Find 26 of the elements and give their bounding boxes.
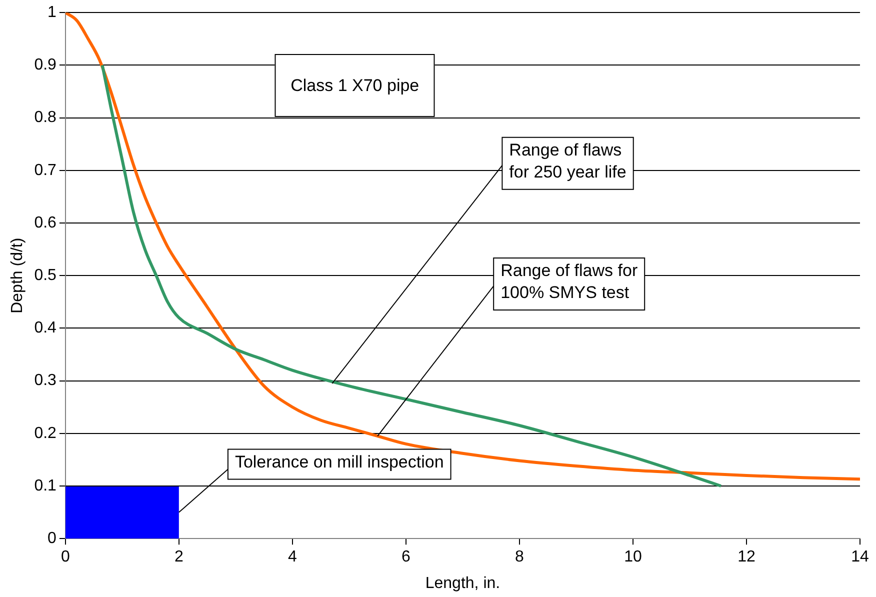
y-tick-label: 0	[48, 530, 57, 548]
x-tick-label: 10	[624, 548, 642, 566]
y-tick-label: 0.4	[34, 320, 57, 337]
annotation: Range of flaws for 250 year life	[509, 140, 626, 182]
line-series	[100, 64, 722, 488]
x-tick-label: 0	[60, 548, 70, 566]
x-axis-title: Length, in.	[425, 574, 500, 592]
label-box: Class 1 X70 pipe	[274, 54, 436, 117]
annotation: Tolerance on mill inspection	[234, 452, 444, 472]
annotation: Range of flaws for 100% SMYS test	[500, 261, 638, 302]
y-tick-label: 0.7	[34, 162, 57, 179]
y-tick-label: 0.9	[34, 56, 57, 74]
y-tick-label: 0.2	[34, 424, 57, 442]
y-tick-label: 0.3	[34, 372, 57, 390]
x-tick-label: 4	[288, 548, 298, 566]
x-tick-label: 12	[738, 548, 756, 566]
x-tick-label: 8	[515, 548, 524, 566]
x-tick-label: 2	[174, 548, 184, 566]
y-axis-title: Depth (d/t)	[9, 238, 26, 314]
y-tick-label: 0.5	[34, 267, 57, 284]
y-tick-label: 0.6	[34, 214, 57, 232]
y-tick-label: 1	[48, 4, 57, 22]
y-tick-label: 0.1	[34, 477, 57, 494]
x-tick-label: 6	[402, 548, 411, 566]
y-tick-label: 0.8	[34, 109, 57, 126]
x-tick-label: 14	[851, 548, 869, 566]
